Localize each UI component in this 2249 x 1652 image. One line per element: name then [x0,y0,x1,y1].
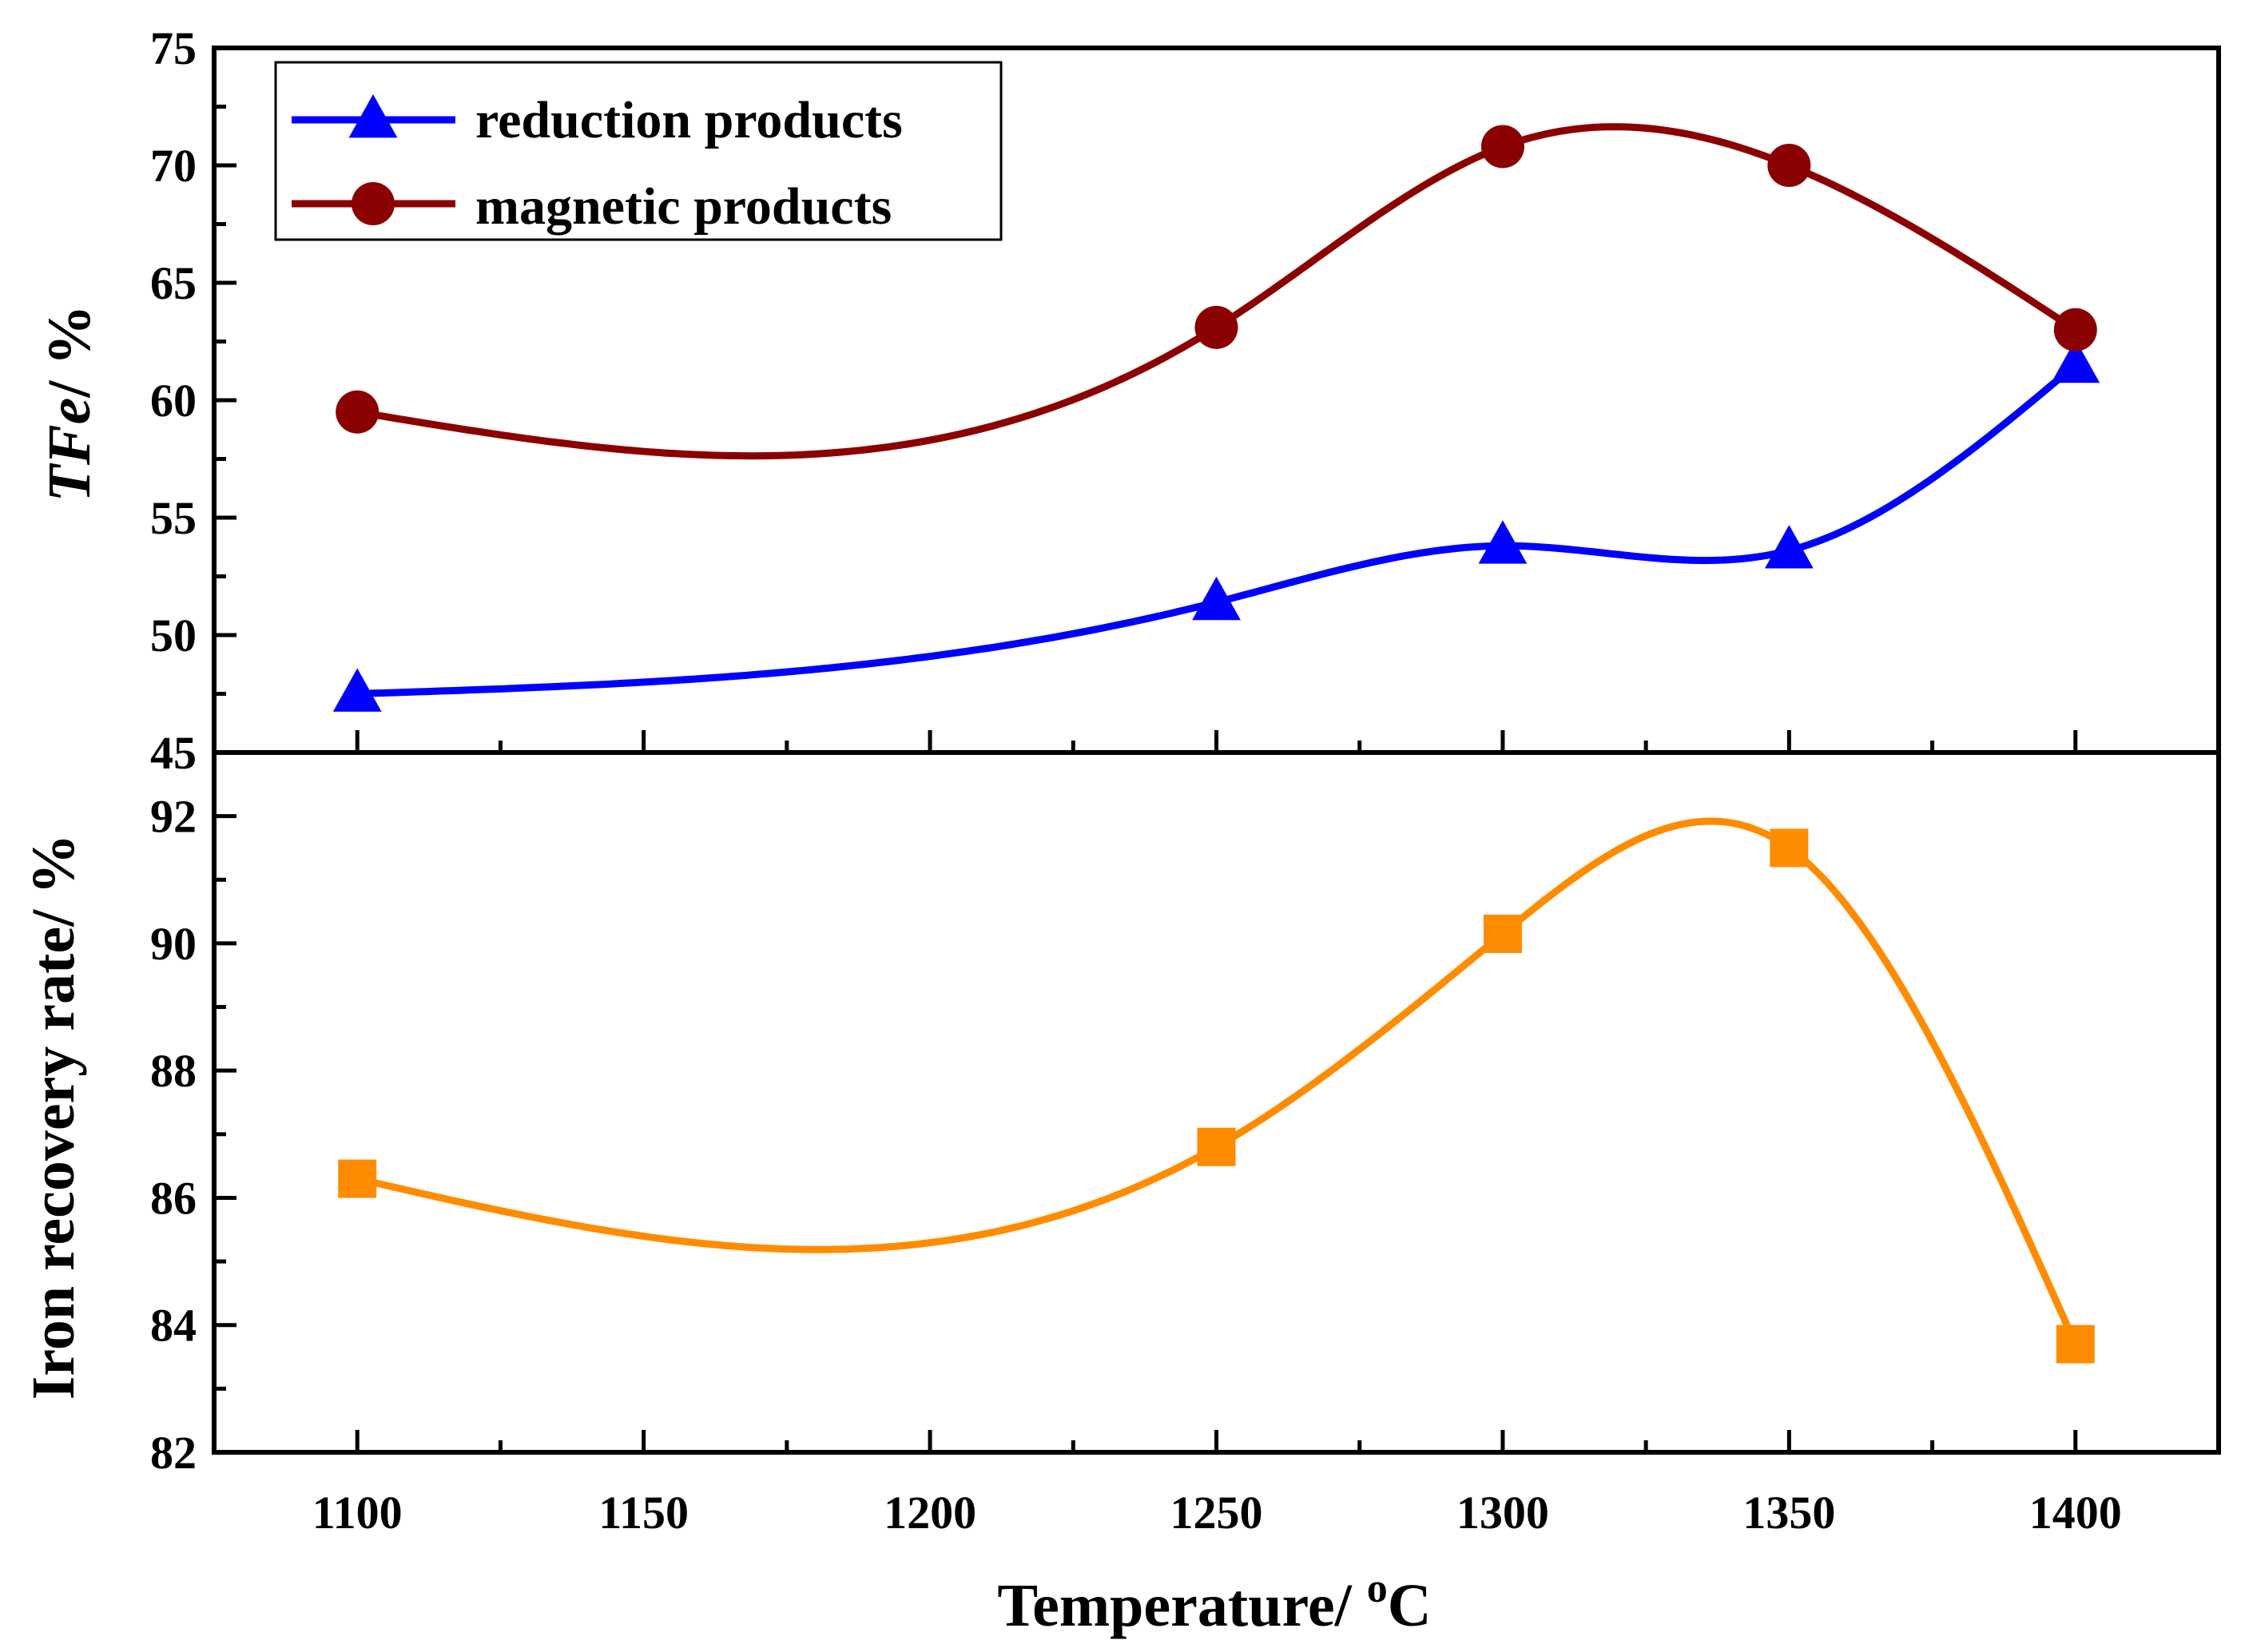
reduction-point [1764,525,1814,569]
axis-titles: Temperature/ oC TFe/ % Iron recovery rat… [20,305,1432,1639]
x-tick-label: 1200 [884,1487,976,1539]
bottom-y-axis-title: Iron recovery rate/ % [20,834,87,1400]
magnetic-point [1480,125,1524,169]
reduction-point [2051,339,2100,383]
x-tick-label: 1250 [1170,1487,1263,1539]
legend: reduction products magnetic products [274,61,1003,241]
bottom-panel-frame [212,750,2221,1455]
reduction-point [332,668,382,712]
reduction-point [1478,520,1528,564]
recovery-point [1770,828,1809,868]
bottom-y-tick-label: 86 [150,1172,197,1224]
top-y-tick-label: 65 [150,257,197,309]
recovery-point [338,1159,377,1198]
x-tick-label: 1350 [1742,1487,1835,1539]
x-tick-label: 1300 [1456,1487,1549,1539]
bottom-y-tick-label: 84 [150,1300,197,1352]
recovery-point [1197,1127,1236,1166]
legend-label-reduction: reduction products [475,91,903,149]
top-y-tick-label: 60 [150,375,197,427]
legend-box [274,61,1003,241]
top-y-tick-label: 50 [150,610,197,661]
legend-marker-magnetic [352,182,395,225]
magnetic-point [2053,308,2097,351]
recovery-fit-line [356,817,2079,1346]
bottom-y-tick-label: 92 [150,791,197,843]
magnetic-point [336,390,379,434]
x-tick-label: 1150 [598,1487,689,1539]
top-y-tick-label: 75 [150,22,197,74]
top-y-tick-label: 55 [150,492,197,544]
x-tick-label: 1400 [2029,1487,2122,1539]
magnetic-point [1767,144,1811,187]
tick-labels: 1100 1150 1200 1250 1300 1350 1400 45 50 55 60 65 70… [150,22,2122,1539]
bottom-y-tick-label: 82 [150,1427,197,1479]
top-y-tick-label: 45 [150,727,197,779]
magnetic-point [1194,305,1238,349]
reduction-fit-line [357,362,2078,697]
legend-marker-reduction [348,94,398,138]
bottom-y-tick-label: 90 [150,918,197,970]
legend-label-magnetic: magnetic products [475,177,892,236]
bottom-y-tick-label: 88 [150,1045,197,1097]
data-markers [332,125,2100,1364]
recovery-point [1483,914,1522,953]
top-y-axis-title: TFe/ % [36,305,103,502]
recovery-point [2056,1324,2095,1364]
x-tick-label: 1100 [312,1487,403,1539]
x-axis-title: Temperature/ oC [997,1566,1431,1639]
top-y-tick-label: 70 [150,140,197,192]
reduction-point [1192,576,1241,621]
axis-ticks [214,46,2078,1455]
